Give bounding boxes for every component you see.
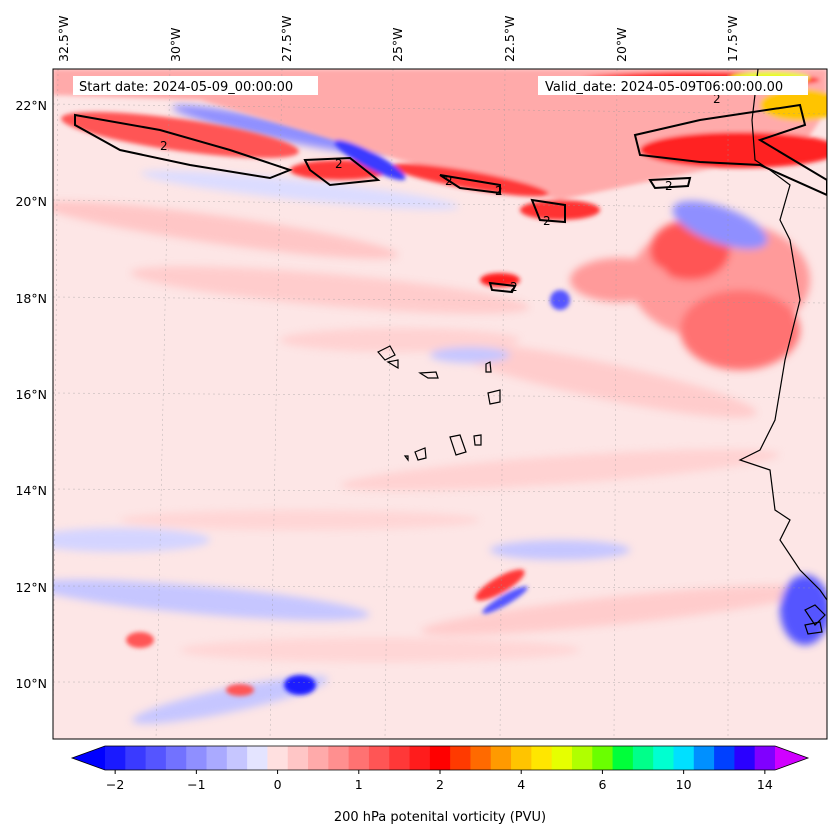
lon-label: 22.5°W — [502, 16, 517, 62]
colorbar-tick-label: −2 — [106, 777, 124, 792]
colorbar-segment — [734, 746, 756, 770]
colorbar-segment — [490, 746, 512, 770]
lon-labels: 32.5°W 30°W 27.5°W 25°W 22.5°W 20°W 17.5… — [56, 16, 740, 62]
colorbar-segment — [531, 746, 553, 770]
colorbar-segment — [551, 746, 573, 770]
colorbar-segment — [632, 746, 654, 770]
colorbar-segment — [409, 746, 431, 770]
colorbar-segment — [673, 746, 695, 770]
colorbar-segment — [226, 746, 248, 770]
contour-label: 2 — [445, 174, 453, 188]
contour-label: 2 — [335, 157, 343, 171]
colorbar-segment — [105, 746, 126, 770]
lon-label: 32.5°W — [56, 16, 71, 62]
colorbar-segment — [470, 746, 492, 770]
colorbar-tick-label: 0 — [274, 777, 282, 792]
colorbar-segment — [571, 746, 593, 770]
coastline — [377, 69, 827, 635]
colorbar-segment — [287, 746, 309, 770]
lat-label: 20°N — [15, 194, 47, 209]
contour-label: 2 — [665, 179, 673, 193]
lat-labels: 22°N 20°N 18°N 16°N 14°N 12°N 10°N — [15, 98, 47, 691]
colorbar-segment — [429, 746, 451, 770]
contour-labels: 2 2 2 2 2 2 2 2 — [160, 92, 721, 294]
colorbar-segment — [247, 746, 268, 770]
colorbar-ticks: −2 −1 0 1 2 4 6 10 14 — [106, 770, 773, 792]
lat-label: 18°N — [15, 291, 47, 306]
lat-label: 16°N — [15, 387, 47, 402]
contour-label: 2 — [543, 214, 551, 228]
lat-label: 14°N — [15, 483, 47, 498]
colorbar-segment — [592, 746, 614, 770]
colorbar-over-arrow — [775, 746, 808, 770]
colorbar-segment — [389, 746, 411, 770]
contour-label: 2 — [495, 184, 503, 198]
colorbar-segment — [267, 746, 289, 770]
lon-label: 25°W — [390, 27, 405, 62]
colorbar-under-arrow — [72, 746, 105, 770]
colorbar-segment — [125, 746, 147, 770]
lat-label: 12°N — [15, 580, 47, 595]
colorbar-segment — [328, 746, 350, 770]
colorbar-segment — [511, 746, 532, 770]
colorbar-tick-label: 2 — [436, 777, 444, 792]
colorbar-segment — [450, 746, 471, 770]
start-date-label: Start date: 2024-05-09_00:00:00 — [79, 80, 293, 95]
pv-contours — [74, 103, 827, 294]
lat-label: 10°N — [15, 676, 47, 691]
colorbar-segment — [612, 746, 634, 770]
colorbar-segment — [754, 746, 776, 770]
contour-label: 2 — [160, 139, 168, 153]
colorbar-segment — [653, 746, 674, 770]
colorbar-segment — [693, 746, 715, 770]
lon-label: 30°W — [168, 27, 183, 62]
colorbar — [70, 745, 810, 771]
contour-label: 2 — [510, 280, 518, 294]
colorbar-segment — [145, 746, 167, 770]
lon-label: 20°W — [614, 27, 629, 62]
map-area: 2 2 2 2 2 2 2 2 — [53, 69, 827, 739]
lon-label: 17.5°W — [725, 16, 740, 62]
valid-date-label: Valid_date: 2024-05-09T06:00:00.00 — [545, 80, 783, 95]
colorbar-segment — [308, 746, 329, 770]
colorbar-segment — [206, 746, 228, 770]
colorbar-segment — [165, 746, 187, 770]
colorbar-segment — [714, 746, 735, 770]
colorbar-label: 200 hPa potenital vorticity (PVU) — [334, 810, 546, 825]
lon-label: 27.5°W — [279, 16, 294, 62]
contour-label: 2 — [713, 92, 721, 106]
colorbar-tick-label: 1 — [355, 777, 363, 792]
colorbar-tick-label: 10 — [676, 777, 692, 792]
colorbar-tick-label: 6 — [598, 777, 606, 792]
colorbar-tick-label: 14 — [757, 777, 773, 792]
colorbar-tick-label: −1 — [187, 777, 205, 792]
lat-label: 22°N — [15, 98, 47, 113]
colorbar-segment — [348, 746, 370, 770]
colorbar-tick-label: 4 — [517, 777, 525, 792]
colorbar-segment — [186, 746, 208, 770]
colorbar-segment — [368, 746, 390, 770]
